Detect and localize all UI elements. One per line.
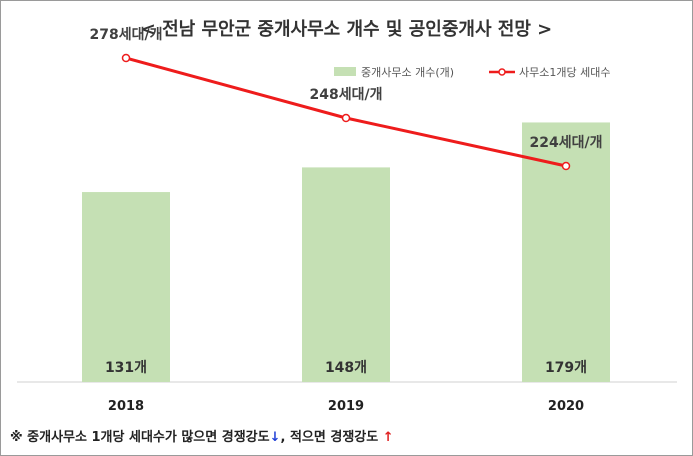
bar-2020 (522, 122, 610, 382)
bar-2018 (82, 192, 170, 382)
x-tick-2020: 2020 (548, 399, 584, 414)
x-tick-2019: 2019 (328, 399, 364, 414)
footnote-text-middle: , 적으면 경쟁강도 (280, 430, 383, 445)
bar-2019 (302, 167, 390, 382)
legend-line-label: 사무소1개당 세대수 (519, 66, 610, 79)
line-label-2020: 224세대/개 (530, 135, 603, 151)
bar-label-2018: 131개 (105, 360, 147, 376)
legend-bar-label: 중개사무소 개수(개) (361, 66, 454, 79)
line-point-2018 (121, 53, 131, 63)
line-point-2019 (341, 113, 351, 123)
bar-label-2019: 148개 (325, 360, 367, 376)
bar-label-2020: 179개 (545, 360, 587, 376)
line-label-2019: 248세대/개 (310, 87, 383, 103)
legend-line-marker (498, 68, 506, 76)
footnote: ※ 중개사무소 1개당 세대수가 많으면 경쟁강도↓, 적으면 경쟁강도 ↑ (10, 426, 394, 445)
line-label-2018: 278세대/개 (90, 27, 163, 43)
x-tick-2018: 2018 (108, 399, 144, 414)
arrow-down-icon: ↓ (269, 430, 281, 445)
legend-bar-swatch (334, 67, 356, 76)
chart-title: < 전남 무안군 중개사무소 개수 및 공인중개사 전망 > (140, 19, 553, 40)
arrow-up-icon: ↑ (382, 430, 394, 445)
footnote-text-start: ※ 중개사무소 1개당 세대수가 많으면 경쟁강도 (10, 430, 270, 445)
line-point-2020 (561, 161, 571, 171)
